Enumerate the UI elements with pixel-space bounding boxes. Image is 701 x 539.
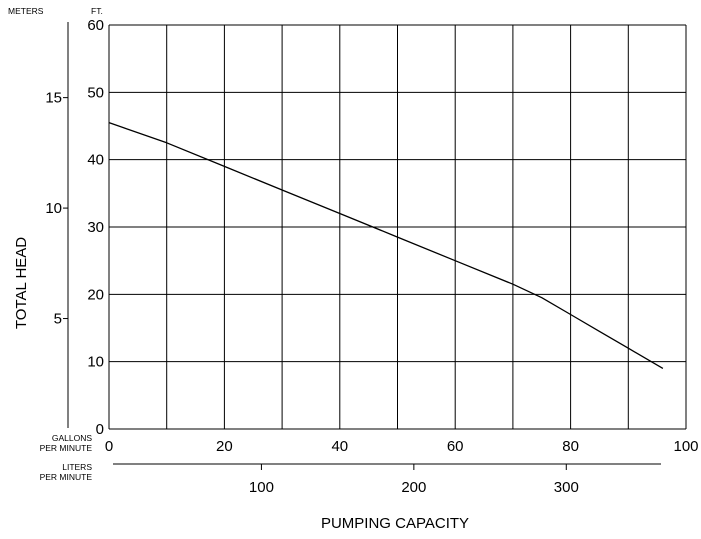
y-ft-tick-label: 20 [87,286,104,303]
y-ft-tick-label: 60 [87,17,104,34]
lpm-unit-label-line2: PER MINUTE [40,472,93,482]
gpm-unit-label-line2: PER MINUTE [40,443,93,453]
meters-unit-label: METERS [8,6,44,16]
y-meters-tick-label: 5 [54,311,62,328]
y-ft-tick-label: 10 [87,354,104,371]
x-gpm-tick-label: 100 [673,438,698,455]
tick-labels: 0 10 20 30 40 50 60 5 10 15 0 20 40 60 80 100 100 200 300 [45,17,698,496]
grid [108,24,687,430]
x-gpm-tick-label: 20 [216,438,233,455]
y-ft-tick-label: 40 [87,152,104,169]
x-lpm-tick-label: 200 [401,479,426,496]
x-gpm-tick-label: 80 [562,438,579,455]
y-axis-title: TOTAL HEAD [13,237,30,329]
series-layer [108,121,664,369]
x-gpm-tick-label: 60 [447,438,464,455]
y-ft-tick-label: 50 [87,84,104,101]
x-gpm-tick-label: 0 [105,438,113,455]
x-axis-title: PUMPING CAPACITY [321,515,469,532]
y-ft-tick-label: 0 [96,421,104,438]
lpm-unit-label-line1: LITERS [62,462,92,472]
y-ft-tick-label: 30 [87,219,104,236]
ft-unit-label: FT. [91,6,103,16]
pump-curve-line [108,121,664,369]
x-lpm-tick-label: 100 [249,479,274,496]
x-gpm-tick-label: 40 [331,438,348,455]
y-meters-tick-label: 15 [45,90,62,107]
x-lpm-tick-label: 300 [554,479,579,496]
gpm-unit-label-line1: GALLONS [52,433,92,443]
y-meters-tick-label: 10 [45,200,62,217]
axes [63,22,661,470]
